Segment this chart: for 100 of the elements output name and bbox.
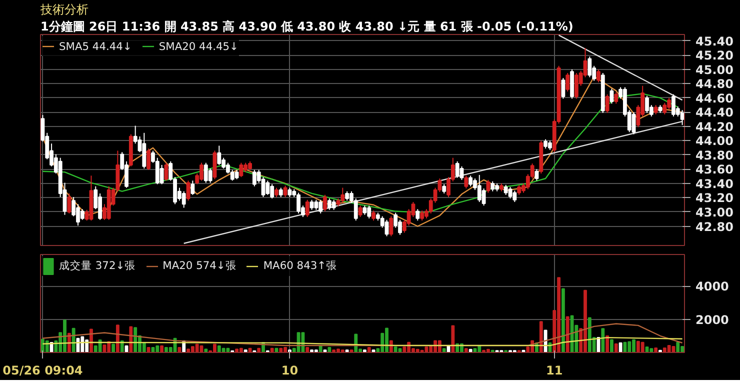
- legend-label: SMA5 44.44↓: [59, 40, 132, 52]
- candlestick: [482, 188, 486, 206]
- bar: [438, 340, 442, 352]
- candlestick: [332, 199, 336, 210]
- candlestick: [278, 187, 283, 198]
- bar: [146, 347, 150, 352]
- bar: [80, 336, 84, 352]
- bar: [112, 344, 115, 352]
- y-tick-label: 45.40: [696, 34, 734, 48]
- bar: [606, 335, 610, 352]
- bar: [328, 347, 332, 352]
- candlestick: [654, 104, 658, 115]
- candlestick: [596, 68, 600, 83]
- bar: [464, 348, 468, 352]
- candlestick: [662, 102, 667, 115]
- bar: [676, 342, 680, 352]
- bar: [270, 348, 274, 352]
- candlestick: [442, 184, 446, 194]
- y-tick-label: 44.80: [696, 77, 734, 92]
- bar: [306, 347, 310, 352]
- bar: [120, 340, 124, 352]
- y-tick-label: 43.20: [696, 191, 734, 206]
- bar: [257, 348, 261, 352]
- candlestick: [389, 216, 394, 237]
- candlestick: [340, 187, 345, 204]
- candlestick: [323, 194, 327, 212]
- bar: [239, 348, 243, 352]
- candlestick: [610, 88, 614, 104]
- y-tick-label: 43.80: [696, 148, 734, 162]
- candlestick: [372, 210, 376, 222]
- x-tick-label: 11: [546, 364, 563, 378]
- y-tick-label: 4000: [696, 280, 729, 294]
- candlestick: [566, 72, 570, 92]
- bar: [195, 344, 199, 352]
- candlestick: [508, 186, 512, 199]
- legend-label: MA60 843↑張: [263, 259, 338, 273]
- candlestick: [614, 92, 618, 104]
- candlestick: [486, 179, 490, 194]
- candlestick: [504, 184, 508, 196]
- candlestick: [146, 148, 151, 170]
- y-tick-label: 43.40: [696, 176, 734, 191]
- candlestick: [283, 185, 288, 198]
- candlestick: [455, 160, 460, 178]
- bar: [654, 348, 658, 352]
- bar: [116, 324, 120, 352]
- candlestick: [190, 180, 195, 196]
- bar: [539, 321, 543, 352]
- candlestick: [460, 166, 464, 180]
- bar: [442, 348, 446, 352]
- y-tick-label: 43.00: [696, 205, 734, 220]
- bar: [614, 343, 618, 352]
- candlestick: [588, 56, 592, 78]
- bar: [544, 330, 548, 352]
- candlestick: [67, 192, 72, 214]
- legend-label: MA20 574↓張: [162, 259, 236, 273]
- bar: [623, 342, 627, 352]
- candlestick: [512, 190, 517, 203]
- bar: [134, 327, 138, 352]
- candlestick: [680, 110, 684, 126]
- y-tick-label: 44.00: [696, 134, 734, 148]
- bar: [160, 345, 164, 352]
- bar: [178, 347, 182, 352]
- bar: [650, 348, 654, 352]
- candlestick: [182, 190, 186, 208]
- candlestick: [274, 187, 278, 198]
- x-tick-label: 10: [281, 364, 298, 378]
- legend-label: 成交量 372↓張: [59, 259, 136, 273]
- candlestick: [464, 175, 468, 189]
- x-tick-label: 05/26 09:04: [2, 364, 83, 378]
- bar: [566, 316, 570, 352]
- candlestick: [544, 138, 548, 150]
- candlestick: [217, 145, 222, 166]
- bar: [618, 342, 622, 352]
- bar: [367, 347, 371, 352]
- candlestick: [534, 168, 539, 182]
- bar: [98, 340, 102, 352]
- y-tick-label: 45.20: [696, 48, 734, 63]
- candlestick: [208, 168, 212, 184]
- candlestick: [416, 208, 420, 222]
- candlestick: [142, 132, 146, 170]
- candlestick: [561, 77, 566, 100]
- bar: [561, 288, 565, 352]
- y-tick-label: 45.00: [696, 62, 734, 77]
- candlestick: [468, 175, 473, 187]
- candlestick: [517, 184, 522, 196]
- chart-title: 技術分析: [40, 2, 88, 16]
- line-series: [42, 336, 683, 346]
- candlestick: [314, 199, 318, 210]
- bar: [156, 345, 160, 352]
- candlestick: [420, 210, 424, 222]
- bar: [610, 339, 614, 352]
- y-tick-label: 43.60: [696, 162, 734, 177]
- candlestick: [160, 164, 164, 185]
- candlestick: [345, 190, 350, 202]
- candlestick: [362, 205, 367, 216]
- candlestick: [80, 208, 84, 220]
- candlestick: [234, 169, 239, 180]
- y-tick-label: 2000: [696, 312, 729, 327]
- candlestick: [384, 219, 389, 237]
- candlestick: [310, 199, 314, 210]
